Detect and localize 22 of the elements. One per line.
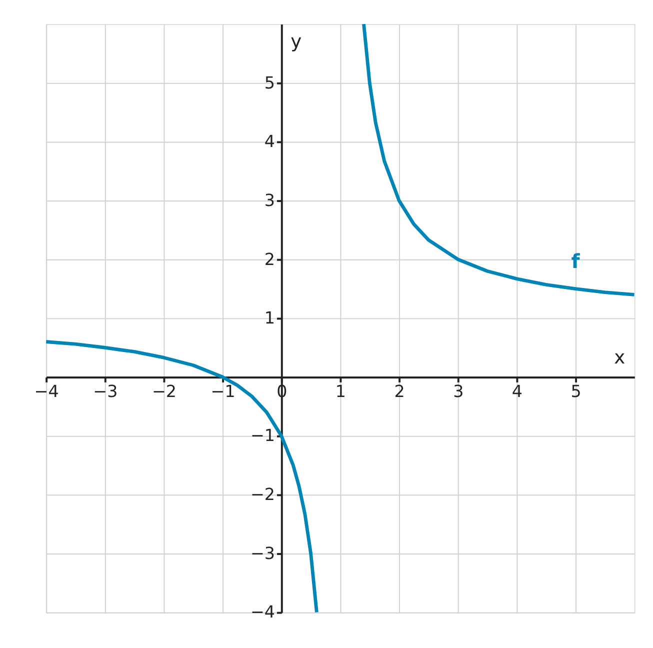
y-tick-label: 1	[264, 308, 276, 328]
x-tick-label: 2	[394, 382, 405, 402]
x-tick-label: −2	[152, 382, 177, 402]
x-tick-label: −4	[34, 382, 59, 402]
y-tick-label: −3	[250, 544, 276, 563]
y-tick-label: 4	[264, 132, 276, 152]
x-tick-label: −3	[93, 382, 118, 402]
x-tick-label: 1	[335, 382, 346, 402]
x-tick-label: 3	[453, 382, 464, 402]
x-tick-label: 5	[570, 382, 582, 402]
y-tick-label: −1	[250, 426, 276, 446]
y-axis-title: y	[290, 32, 302, 53]
y-tick-label: 3	[264, 190, 276, 210]
line-series	[362, 24, 634, 296]
annotation: f	[571, 250, 580, 274]
y-tick-label: 2	[264, 250, 276, 269]
x-axis-title: x	[614, 347, 626, 368]
x-tick-label: 4	[512, 382, 523, 402]
y-tick-label: −4	[250, 602, 276, 622]
x-tick-label: −1	[210, 382, 236, 402]
y-tick-label: −2	[250, 485, 276, 504]
y-tick-label: 5	[264, 73, 276, 92]
